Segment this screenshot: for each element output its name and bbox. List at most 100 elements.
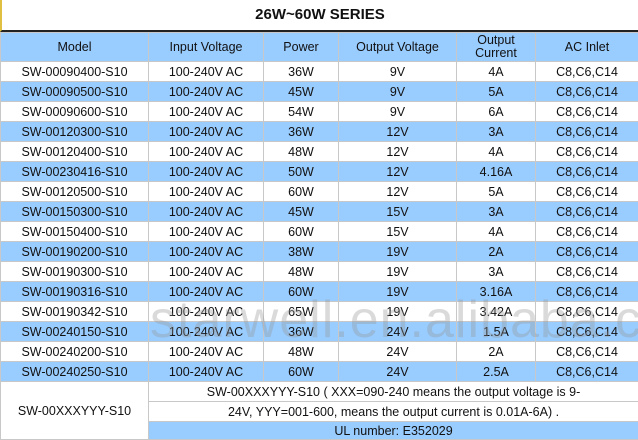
cell-ac-inlet: C8,C6,C14 <box>536 142 638 162</box>
cell-output-voltage: 19V <box>339 282 457 302</box>
col-power: Power <box>264 33 339 62</box>
cell-model: SW-00240200-S10 <box>1 342 149 362</box>
cell-input-voltage: 100-240V AC <box>149 322 264 342</box>
cell-model: SW-00150400-S10 <box>1 222 149 242</box>
cell-output-current: 2A <box>457 242 536 262</box>
footer-model: SW-00XXXYYY-S10 <box>1 382 149 440</box>
cell-power: 54W <box>264 102 339 122</box>
cell-output-voltage: 24V <box>339 322 457 342</box>
cell-output-current: 4.16A <box>457 162 536 182</box>
cell-ac-inlet: C8,C6,C14 <box>536 242 638 262</box>
ul-number: UL number: E352029 <box>149 422 638 440</box>
footer-note-line2: 24V, YYY=001-600, means the output curre… <box>149 402 638 422</box>
cell-power: 45W <box>264 202 339 222</box>
spec-table: Model Input Voltage Power Output Voltage… <box>0 32 638 440</box>
cell-model: SW-00150300-S10 <box>1 202 149 222</box>
cell-input-voltage: 100-240V AC <box>149 222 264 242</box>
cell-output-current: 3A <box>457 202 536 222</box>
cell-output-current: 5A <box>457 82 536 102</box>
cell-output-voltage: 9V <box>339 82 457 102</box>
cell-output-current: 4A <box>457 62 536 82</box>
cell-model: SW-00190316-S10 <box>1 282 149 302</box>
cell-model: SW-00190200-S10 <box>1 242 149 262</box>
cell-ac-inlet: C8,C6,C14 <box>536 342 638 362</box>
cell-input-voltage: 100-240V AC <box>149 162 264 182</box>
cell-model: SW-00190300-S10 <box>1 262 149 282</box>
cell-input-voltage: 100-240V AC <box>149 82 264 102</box>
cell-input-voltage: 100-240V AC <box>149 102 264 122</box>
cell-output-voltage: 24V <box>339 362 457 382</box>
cell-input-voltage: 100-240V AC <box>149 342 264 362</box>
cell-input-voltage: 100-240V AC <box>149 302 264 322</box>
cell-input-voltage: 100-240V AC <box>149 242 264 262</box>
footer-note-line1: SW-00XXXYYY-S10 ( XXX=090-240 means the … <box>149 382 638 402</box>
cell-ac-inlet: C8,C6,C14 <box>536 322 638 342</box>
cell-model: SW-00090500-S10 <box>1 82 149 102</box>
cell-input-voltage: 100-240V AC <box>149 202 264 222</box>
cell-ac-inlet: C8,C6,C14 <box>536 282 638 302</box>
cell-output-voltage: 19V <box>339 302 457 322</box>
cell-model: SW-00120300-S10 <box>1 122 149 142</box>
cell-input-voltage: 100-240V AC <box>149 62 264 82</box>
col-input-voltage: Input Voltage <box>149 33 264 62</box>
cell-output-current: 3.16A <box>457 282 536 302</box>
cell-power: 60W <box>264 282 339 302</box>
cell-power: 48W <box>264 262 339 282</box>
cell-model: SW-00240150-S10 <box>1 322 149 342</box>
cell-input-voltage: 100-240V AC <box>149 362 264 382</box>
cell-ac-inlet: C8,C6,C14 <box>536 162 638 182</box>
cell-output-current: 3.42A <box>457 302 536 322</box>
cell-output-current: 2.5A <box>457 362 536 382</box>
cell-output-voltage: 12V <box>339 162 457 182</box>
cell-output-current: 3A <box>457 262 536 282</box>
cell-output-voltage: 15V <box>339 202 457 222</box>
cell-model: SW-00090600-S10 <box>1 102 149 122</box>
cell-output-current: 2A <box>457 342 536 362</box>
cell-output-voltage: 15V <box>339 222 457 242</box>
cell-ac-inlet: C8,C6,C14 <box>536 102 638 122</box>
cell-output-voltage: 12V <box>339 182 457 202</box>
cell-power: 48W <box>264 142 339 162</box>
cell-power: 65W <box>264 302 339 322</box>
cell-output-voltage: 19V <box>339 262 457 282</box>
cell-input-voltage: 100-240V AC <box>149 182 264 202</box>
cell-output-current: 4A <box>457 222 536 242</box>
cell-ac-inlet: C8,C6,C14 <box>536 362 638 382</box>
cell-power: 60W <box>264 182 339 202</box>
cell-output-voltage: 12V <box>339 142 457 162</box>
cell-output-current: 4A <box>457 142 536 162</box>
cell-output-voltage: 9V <box>339 102 457 122</box>
col-ac-inlet: AC Inlet <box>536 33 638 62</box>
cell-output-current: 1.5A <box>457 322 536 342</box>
cell-power: 38W <box>264 242 339 262</box>
table-title: 26W~60W SERIES <box>0 0 638 32</box>
header-row: Model Input Voltage Power Output Voltage… <box>1 33 638 62</box>
cell-model: SW-00230416-S10 <box>1 162 149 182</box>
cell-power: 60W <box>264 362 339 382</box>
cell-output-voltage: 19V <box>339 242 457 262</box>
cell-ac-inlet: C8,C6,C14 <box>536 82 638 102</box>
cell-ac-inlet: C8,C6,C14 <box>536 222 638 242</box>
cell-ac-inlet: C8,C6,C14 <box>536 122 638 142</box>
cell-model: SW-00120400-S10 <box>1 142 149 162</box>
cell-input-voltage: 100-240V AC <box>149 142 264 162</box>
cell-output-voltage: 9V <box>339 62 457 82</box>
col-model: Model <box>1 33 149 62</box>
cell-ac-inlet: C8,C6,C14 <box>536 62 638 82</box>
cell-power: 48W <box>264 342 339 362</box>
cell-power: 45W <box>264 82 339 102</box>
